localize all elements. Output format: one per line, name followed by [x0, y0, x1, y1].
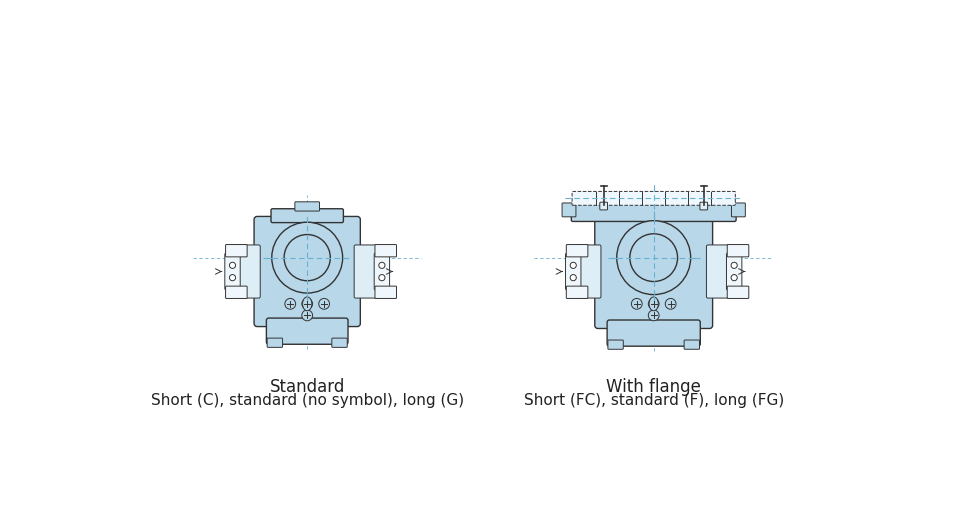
FancyBboxPatch shape: [266, 318, 348, 344]
FancyBboxPatch shape: [375, 244, 396, 257]
Text: Short (C), standard (no symbol), long (G): Short (C), standard (no symbol), long (G…: [151, 393, 464, 408]
Circle shape: [570, 275, 576, 281]
FancyBboxPatch shape: [254, 216, 360, 326]
FancyBboxPatch shape: [684, 340, 700, 349]
FancyBboxPatch shape: [295, 202, 320, 211]
Circle shape: [648, 298, 660, 309]
Circle shape: [379, 262, 385, 268]
FancyBboxPatch shape: [707, 245, 730, 298]
FancyBboxPatch shape: [226, 286, 247, 298]
FancyBboxPatch shape: [595, 215, 712, 329]
Ellipse shape: [649, 297, 659, 311]
FancyBboxPatch shape: [572, 191, 735, 205]
Circle shape: [272, 222, 343, 293]
FancyBboxPatch shape: [374, 253, 390, 290]
Circle shape: [648, 310, 660, 321]
FancyBboxPatch shape: [728, 244, 749, 257]
Circle shape: [301, 298, 313, 309]
Circle shape: [319, 298, 329, 309]
Circle shape: [301, 310, 313, 321]
FancyBboxPatch shape: [608, 340, 623, 349]
Text: Standard: Standard: [270, 378, 345, 396]
Circle shape: [616, 220, 690, 295]
Circle shape: [630, 234, 678, 281]
FancyBboxPatch shape: [571, 203, 736, 222]
FancyBboxPatch shape: [225, 253, 240, 290]
FancyBboxPatch shape: [267, 338, 282, 347]
FancyBboxPatch shape: [565, 253, 581, 290]
FancyBboxPatch shape: [607, 320, 700, 346]
FancyBboxPatch shape: [226, 244, 247, 257]
FancyBboxPatch shape: [375, 286, 396, 298]
FancyBboxPatch shape: [728, 286, 749, 298]
FancyBboxPatch shape: [237, 245, 260, 298]
FancyBboxPatch shape: [732, 203, 745, 217]
Circle shape: [285, 298, 296, 309]
FancyBboxPatch shape: [566, 244, 588, 257]
Circle shape: [732, 262, 737, 268]
FancyBboxPatch shape: [562, 203, 576, 217]
Circle shape: [229, 275, 235, 281]
FancyBboxPatch shape: [354, 245, 377, 298]
FancyBboxPatch shape: [600, 202, 608, 210]
Ellipse shape: [302, 297, 312, 311]
FancyBboxPatch shape: [271, 209, 344, 223]
FancyBboxPatch shape: [727, 253, 742, 290]
Text: Short (FC), standard (F), long (FG): Short (FC), standard (F), long (FG): [523, 393, 783, 408]
Circle shape: [570, 262, 576, 268]
FancyBboxPatch shape: [566, 286, 588, 298]
Circle shape: [632, 298, 642, 309]
Circle shape: [284, 235, 330, 281]
Circle shape: [665, 298, 676, 309]
FancyBboxPatch shape: [700, 202, 708, 210]
Text: With flange: With flange: [607, 378, 701, 396]
FancyBboxPatch shape: [332, 338, 348, 347]
Circle shape: [229, 262, 235, 268]
Circle shape: [379, 275, 385, 281]
Circle shape: [732, 275, 737, 281]
FancyBboxPatch shape: [578, 245, 601, 298]
